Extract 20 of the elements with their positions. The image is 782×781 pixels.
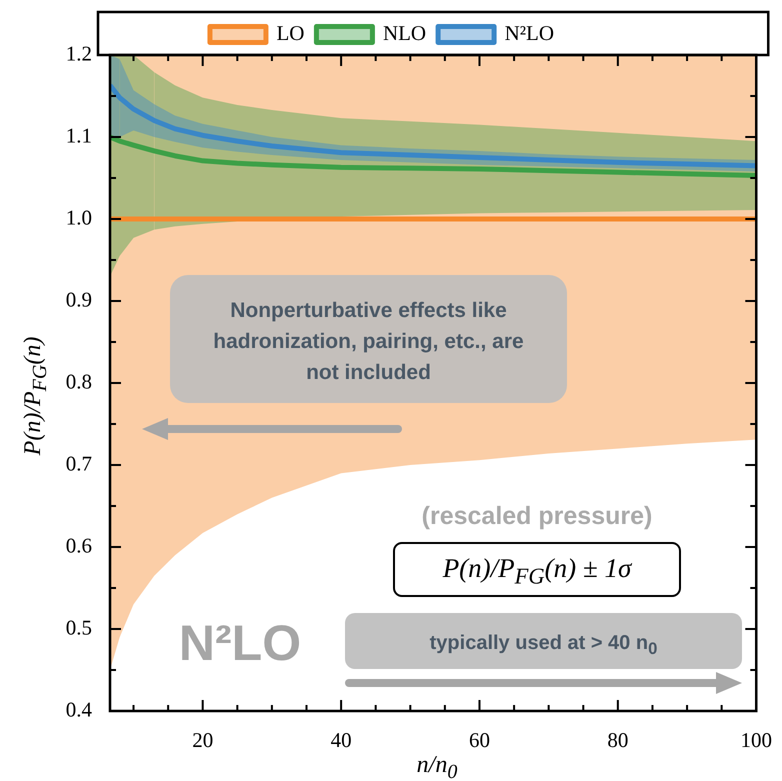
y-tick-label: 0.8 [66, 370, 92, 394]
y-tick-label: 0.9 [66, 288, 92, 312]
annotation: (rescaled pressure) [420, 502, 654, 531]
x-tick-label: 100 [740, 728, 772, 752]
x-tick-label: 40 [330, 728, 352, 752]
y-tick-label: 0.4 [66, 698, 92, 722]
y-tick-label: 0.5 [66, 616, 92, 640]
legend-label: N²LO [504, 21, 554, 46]
x-tick-label: 80 [607, 728, 628, 752]
y-tick-label: 0.7 [66, 452, 92, 476]
legend-label: LO [276, 21, 304, 46]
y-tick-label: 1.2 [66, 42, 92, 66]
y-tick-label: 1.1 [66, 124, 92, 148]
y-tick-label: 1.0 [66, 206, 92, 230]
annotation: N²LO [178, 614, 302, 672]
x-tick-label: 60 [468, 728, 490, 752]
x-axis-title: n/n$_{0}$ [416, 752, 458, 781]
y-tick-label: 0.6 [66, 534, 92, 558]
legend-label: NLO [382, 21, 426, 46]
x-tick-label: 20 [192, 728, 214, 752]
